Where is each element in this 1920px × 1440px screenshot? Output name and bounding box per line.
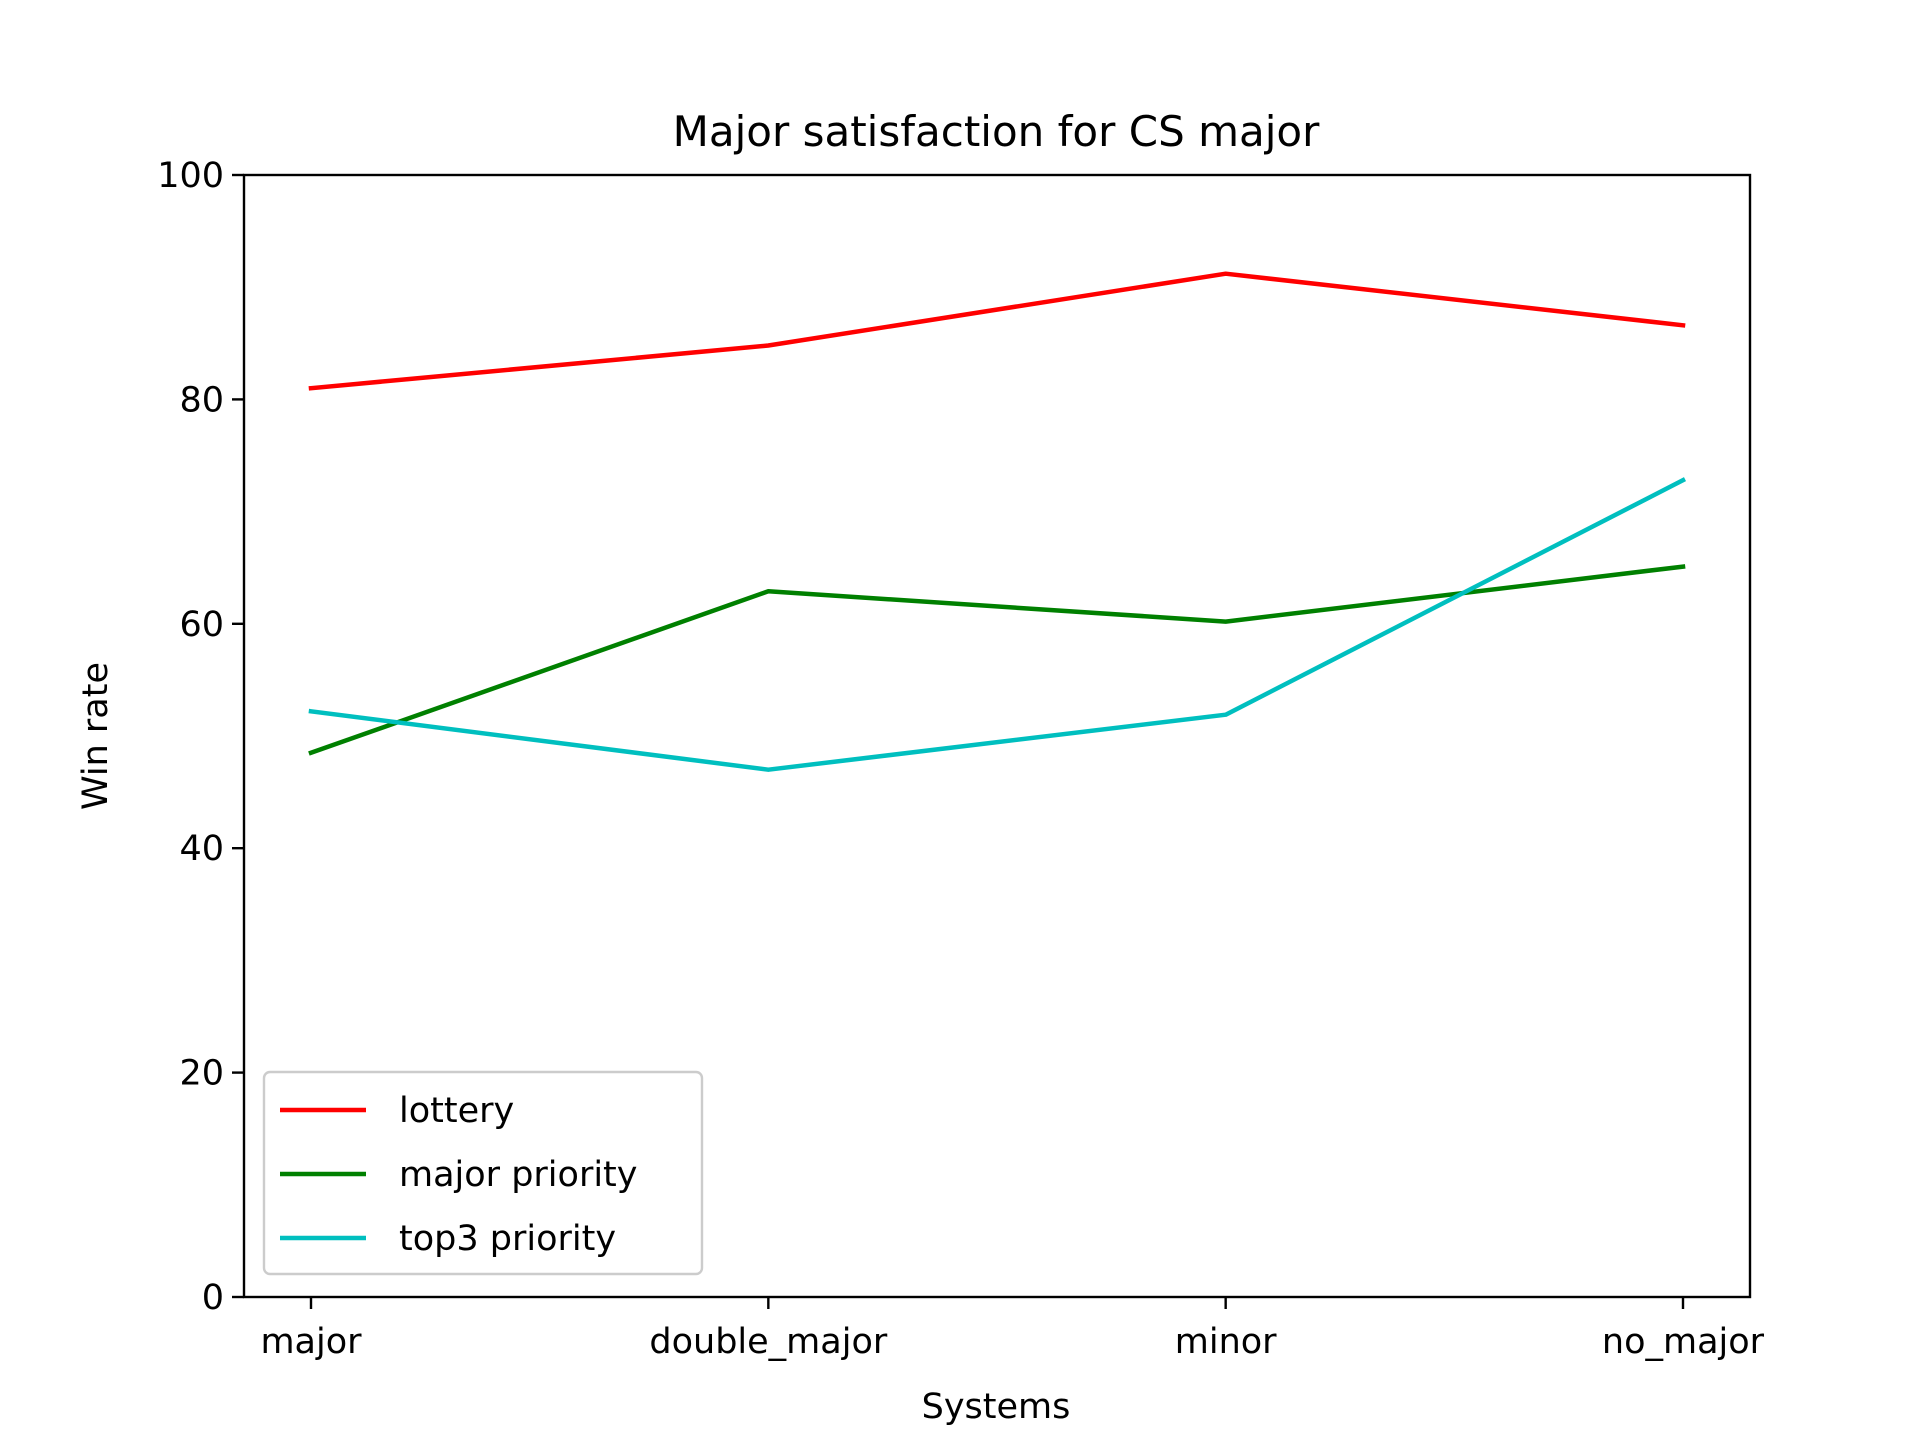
plot-frame (242, 173, 1752, 1299)
x-tick-label: minor (1175, 1322, 1277, 1362)
legend-label: lottery (399, 1091, 514, 1131)
series-line-top3-priority (308, 477, 1687, 772)
y-tick-label: 20 (179, 1054, 224, 1094)
x-axis: major double_major minor no_major (260, 1297, 1765, 1362)
legend-label: top3 priority (399, 1219, 616, 1259)
y-tick-label: 40 (179, 829, 224, 869)
y-tick-label: 0 (202, 1278, 224, 1318)
y-tick-label: 80 (179, 380, 224, 420)
series-line-major-priority (308, 564, 1686, 756)
legend: lottery major priority top3 priority (262, 1070, 704, 1276)
x-tick-label: major (260, 1322, 362, 1362)
y-tick-label: 100 (157, 156, 224, 196)
x-axis-label: Systems (922, 1387, 1071, 1427)
legend-frame (262, 1070, 704, 1276)
y-axis-label: Win rate (76, 662, 116, 810)
legend-items: lottery major priority top3 priority (280, 1091, 638, 1259)
y-axis: 0 20 40 60 80 100 (157, 156, 244, 1318)
x-tick-label: double_major (649, 1322, 887, 1362)
chart-title: Major satisfaction for CS major (673, 107, 1320, 156)
x-tick-label: no_major (1602, 1322, 1765, 1362)
series-layer (308, 271, 1687, 772)
y-tick-label: 60 (179, 605, 224, 645)
series-line-lottery (308, 271, 1686, 391)
legend-label: major priority (399, 1155, 638, 1195)
